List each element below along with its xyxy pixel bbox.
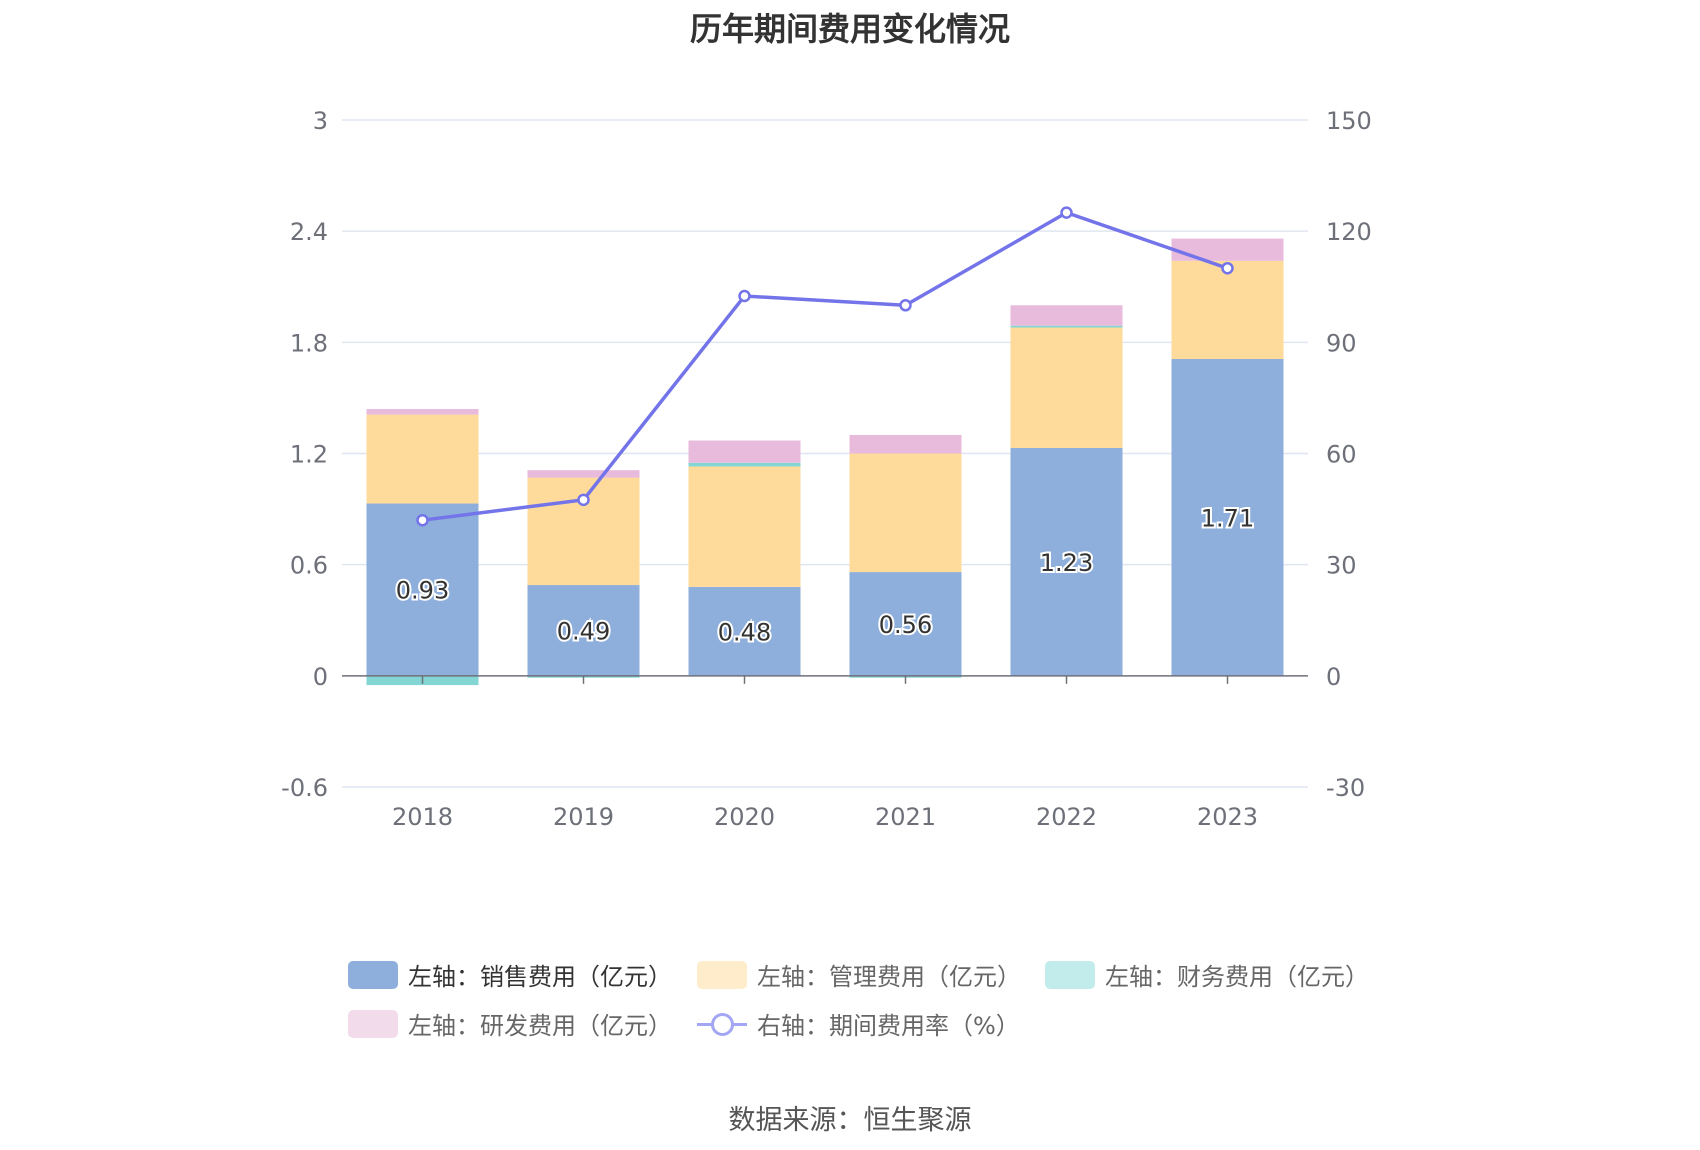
bar-admin [366,414,479,504]
line-expense-rate [422,210,1229,522]
y-right-tick-label: -30 [1326,774,1365,802]
bar-sales [1010,447,1123,676]
data-label-sales: 0.48 [718,618,771,646]
legend-swatch-finance [1045,960,1095,989]
x-tick-label: 2018 [392,803,453,831]
bar-admin [1171,260,1284,360]
bar-rnd [527,470,640,478]
y-right-tick-label: 90 [1326,329,1357,357]
legend-swatch-sales [348,960,398,989]
x-tick-label: 2021 [875,803,936,831]
y-left-tick-label: 2.4 [290,218,328,246]
y-right-tick-label: 120 [1326,218,1372,246]
grid-lines [342,119,1308,788]
bar-sales [527,585,640,676]
bar-finance [1010,325,1123,328]
y-left-tick-label: -0.6 [281,774,328,802]
bar-sales [849,572,962,676]
y-left-tick-label: 1.8 [290,329,328,357]
data-label-sales: 0.56 [879,611,932,639]
point-expense-rate [577,493,590,507]
y-right-tick-label: 150 [1326,107,1372,135]
bar-rnd [366,409,479,415]
data-label-sales: 1.71 [1201,504,1254,532]
legend-item-expense-rate[interactable]: 右轴：期间费用率（%） [697,1006,1020,1041]
bar-series [366,238,1284,686]
axes: -0.6 -30 0 0 0.6 30 1.2 60 1.8 90 2.4 120 3 150 2018 20… [281,107,1372,831]
data-source: 数据来源：恒生聚源 [728,1105,972,1136]
y-right-tick-label: 60 [1326,441,1357,469]
bar-sales [366,503,479,676]
y-right-tick-label: 30 [1326,552,1357,580]
bar-rnd [849,434,962,454]
bar-admin [849,453,962,573]
point-expense-rate [738,289,751,303]
y-left-tick-label: 0 [313,663,328,691]
legend-label-admin: 左轴：管理费用（亿元） [757,963,1021,991]
point-expense-rate [416,513,429,527]
data-label-sales: 0.93 [396,577,449,605]
bar-rnd [688,440,801,463]
point-expense-rate [1060,206,1073,219]
legend-label-sales: 左轴：销售费用（亿元） [408,963,672,991]
data-label-sales: 0.49 [557,617,610,645]
bar-rnd [1171,238,1284,261]
bar-admin [688,466,801,587]
x-tick-label: 2019 [553,803,614,831]
legend-swatch-admin [697,960,747,989]
y-left-tick-label: 1.2 [290,441,328,469]
legend-label-expense-rate: 右轴：期间费用率（%） [757,1012,1020,1040]
bar-admin [1010,327,1123,448]
legend-swatch-expense-rate [697,1010,747,1038]
data-label-sales: 1.23 [1040,549,1093,577]
point-expense-rate [899,299,912,312]
legend-label-finance: 左轴：财务费用（亿元） [1105,963,1369,991]
bar-rnd [1010,305,1123,326]
y-left-tick-label: 0.6 [290,552,328,580]
legend-item-rnd[interactable]: 左轴：研发费用（亿元） [348,1006,672,1041]
bar-finance [688,462,801,467]
legend-item-admin[interactable]: 左轴：管理费用（亿元） [697,957,1021,992]
legend-item-finance[interactable]: 左轴：财务费用（亿元） [1045,957,1369,992]
point-expense-rate [1221,261,1234,275]
data-labels: 0.93 0.49 0.48 0.56 1.23 1.71 [394,502,1256,648]
x-tick-label: 2023 [1197,803,1258,831]
line-series [416,206,1234,527]
y-left-tick-label: 3 [313,107,328,135]
y-right-tick-label: 0 [1326,663,1341,691]
legend-label-rnd: 左轴：研发费用（亿元） [408,1012,672,1040]
chart-title: 历年期间费用变化情况 [689,10,1010,48]
legend-swatch-rnd [348,1009,398,1038]
x-tick-label: 2022 [1036,803,1097,831]
legend-item-sales[interactable]: 左轴：销售费用（亿元） [348,957,672,992]
bar-sales [1171,359,1284,676]
x-tick-label: 2020 [714,803,775,831]
bar-sales [688,586,801,676]
